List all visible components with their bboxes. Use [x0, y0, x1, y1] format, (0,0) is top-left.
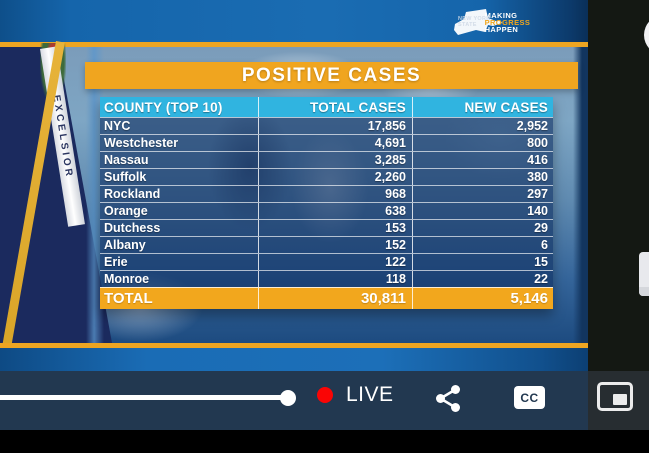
new-cases-cell: 29 [534, 221, 548, 235]
new-cases-cell: 297 [527, 187, 548, 201]
county-cell: NYC [100, 118, 259, 134]
video-player: NEW YORK STATE MAKING PROGRESS HAPPEN EX… [0, 0, 588, 430]
banner-title: POSITIVE CASES [241, 64, 422, 86]
table-row: Albany 152 6 [100, 236, 553, 253]
ny-state-small-text: NEW YORK STATE [458, 16, 491, 28]
ny-state-silhouette-icon [454, 9, 502, 35]
miniplayer-icon [613, 394, 627, 405]
county-cell: Albany [100, 237, 259, 253]
table-row: Monroe 118 22 [100, 270, 553, 287]
table-row: Rockland 968 297 [100, 185, 553, 202]
total-label: TOTAL [100, 288, 259, 309]
share-button[interactable] [430, 380, 466, 416]
total-cases-cell: 638 [259, 203, 413, 219]
table-total-row: TOTAL 30,811 5,146 [100, 287, 553, 309]
scene-right-dark-strip [573, 47, 588, 343]
new-cases-cell: 6 [541, 238, 548, 252]
new-cases-cell: 416 [527, 153, 548, 167]
total-cases-value: 30,811 [259, 288, 413, 309]
total-cases-cell: 122 [259, 254, 413, 270]
total-cases-cell: 153 [259, 220, 413, 236]
new-cases-cell: 2,952 [516, 119, 548, 133]
table-row: NYC 17,856 2,952 [100, 117, 553, 134]
table-row: Suffolk 2,260 380 [100, 168, 553, 185]
table-row: Westchester 4,691 800 [100, 134, 553, 151]
live-dot-icon [317, 387, 333, 403]
total-cases-cell: 4,691 [259, 135, 413, 151]
county-cell: Dutchess [100, 220, 259, 236]
total-new-value: 5,146 [510, 290, 548, 307]
new-cases-cell: 15 [534, 255, 548, 269]
live-badge[interactable]: LIVE [317, 383, 394, 407]
table-row: Orange 638 140 [100, 202, 553, 219]
new-cases-cell: 380 [527, 170, 548, 184]
total-cases-cell: 152 [259, 237, 413, 253]
gold-stripe-top [0, 42, 588, 47]
video-surface[interactable]: NEW YORK STATE MAKING PROGRESS HAPPEN EX… [0, 0, 588, 371]
progress-bar[interactable] [0, 390, 296, 406]
county-cell: Nassau [100, 152, 259, 168]
county-cell: Rockland [100, 186, 259, 202]
cases-table-body: NYC 17,856 2,952 Westchester 4,691 800 N… [100, 117, 553, 287]
ny-line1: NEW YORK [458, 16, 491, 22]
happen-label: HAPPEN [484, 24, 519, 34]
edge-partial-button-shade [639, 287, 649, 296]
cases-table: COUNTY (TOP 10) TOTAL CASES NEW CASES NY… [100, 97, 553, 309]
table-row: Nassau 3,285 416 [100, 151, 553, 168]
table-header-row: COUNTY (TOP 10) TOTAL CASES NEW CASES [100, 97, 553, 117]
scene-light-band [86, 47, 104, 343]
progress-thumb[interactable] [280, 390, 296, 406]
page-bottom-strip [0, 430, 649, 453]
share-icon [435, 384, 460, 412]
making-label: MAKING [484, 10, 518, 20]
miniplayer-button[interactable] [597, 382, 633, 411]
player-control-bar: LIVE CC [0, 371, 588, 430]
edge-partial-button[interactable] [639, 252, 649, 296]
cc-label: CC [520, 390, 539, 405]
gold-stripe-bottom [0, 343, 588, 348]
header-total-cases: TOTAL CASES [259, 97, 413, 117]
total-cases-cell: 118 [259, 271, 413, 287]
total-cases-cell: 968 [259, 186, 413, 202]
ny-line2: STATE [458, 22, 477, 28]
county-cell: Orange [100, 203, 259, 219]
new-cases-cell: 800 [527, 136, 548, 150]
total-cases-cell: 2,260 [259, 169, 413, 185]
positive-cases-banner: POSITIVE CASES [85, 62, 578, 89]
closed-captions-button[interactable]: CC [514, 386, 545, 409]
county-cell: Erie [100, 254, 259, 270]
live-label: LIVE [346, 383, 394, 406]
blue-band-bottom [0, 348, 588, 371]
progress-label: PROGRESS [484, 17, 531, 27]
ny-state-logo: NEW YORK STATE MAKING PROGRESS HAPPEN [452, 5, 530, 39]
header-county: COUNTY (TOP 10) [100, 97, 259, 117]
edge-partial-circle-button[interactable] [644, 15, 649, 55]
table-row: Dutchess 153 29 [100, 219, 553, 236]
progress-fill [0, 395, 283, 400]
county-cell: Monroe [100, 271, 259, 287]
total-cases-cell: 3,285 [259, 152, 413, 168]
total-cases-cell: 17,856 [259, 118, 413, 134]
new-cases-cell: 140 [527, 204, 548, 218]
new-cases-cell: 22 [534, 272, 548, 286]
header-new-cases: NEW CASES [464, 99, 548, 115]
table-row: Erie 122 15 [100, 253, 553, 270]
page-right-strip [588, 0, 649, 371]
county-cell: Westchester [100, 135, 259, 151]
county-cell: Suffolk [100, 169, 259, 185]
making-progress-happen-text: MAKING PROGRESS HAPPEN [484, 10, 531, 34]
